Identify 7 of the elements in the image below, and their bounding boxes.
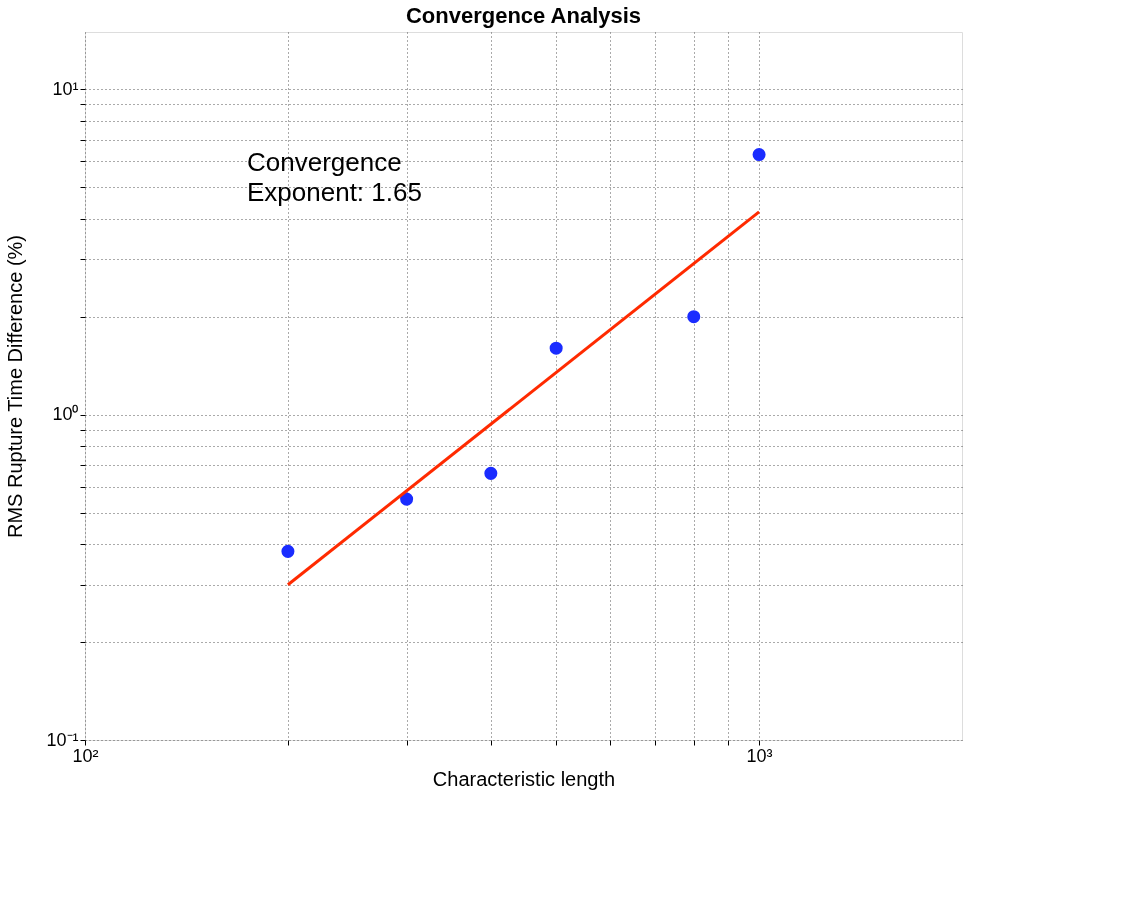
y-tick-label: 10¹: [52, 78, 79, 99]
chart-title: Convergence Analysis: [405, 3, 642, 28]
annotation: Convergence Exponent: 1.65: [247, 147, 422, 207]
x-axis-title: Characteristic length: [432, 767, 616, 790]
y-tick-label: 10⁰: [52, 404, 79, 425]
x-tick-label: 10³: [746, 745, 773, 766]
y-axis-title: RMS Rupture Time Difference (%): [4, 234, 27, 539]
